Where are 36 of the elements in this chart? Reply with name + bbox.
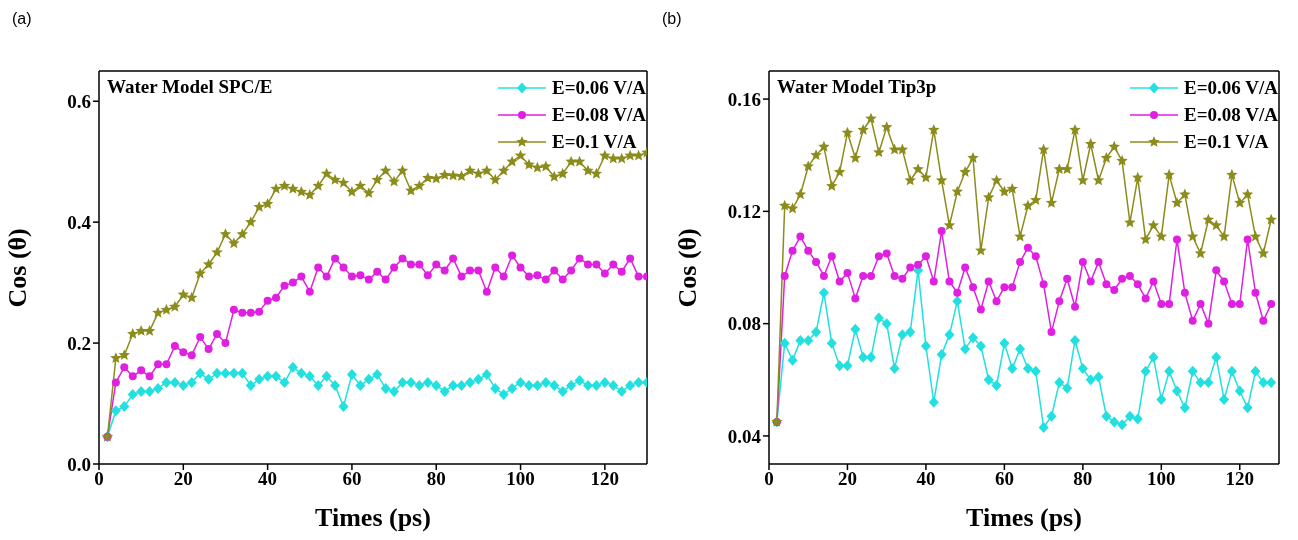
x-tick-label: 120 (590, 468, 620, 490)
y-axis-title: Cos (θ) (3, 228, 33, 308)
y-axis-title: Cos (θ) (673, 228, 703, 308)
legend-label: E=0.1 V/A (552, 130, 637, 153)
legend-label: E=0.08 V/A (1184, 103, 1278, 126)
x-tick-label: 120 (1225, 468, 1255, 490)
chart-title: Water Model SPC/E (107, 76, 273, 98)
y-tick-label: 0.16 (727, 88, 761, 110)
text: (b) (662, 10, 682, 28)
y-tick-label: 0.04 (727, 425, 762, 447)
x-tick-label: 80 (1073, 468, 1093, 490)
y-tick-label: 0.0 (67, 453, 91, 475)
x-axis-title: Times (ps) (315, 503, 431, 532)
y-tick-label: 0.6 (67, 90, 91, 112)
y-tick-label: 0.4 (67, 211, 92, 233)
x-tick-label: 100 (1147, 468, 1176, 490)
x-tick-label: 40 (258, 468, 278, 490)
legend-label: E=0.06 V/A (552, 76, 646, 99)
legend-label: E=0.08 V/A (552, 103, 646, 126)
y-tick-label: 0.08 (727, 313, 761, 335)
x-tick-label: 0 (764, 468, 774, 490)
x-tick-label: 60 (994, 468, 1014, 490)
x-tick-label: 100 (506, 468, 535, 490)
x-tick-label: 60 (342, 468, 362, 490)
x-tick-label: 0 (94, 468, 104, 490)
x-tick-label: 40 (916, 468, 936, 490)
text: (a) (12, 10, 32, 28)
x-tick-label: 80 (426, 468, 446, 490)
chart-title: Water Model Tip3p (777, 76, 937, 98)
y-tick-label: 0.12 (727, 201, 761, 223)
x-tick-label: 20 (837, 468, 857, 490)
x-axis-title: Times (ps) (966, 503, 1082, 532)
legend-label: E=0.1 V/A (1184, 130, 1269, 153)
legend-label: E=0.06 V/A (1184, 76, 1278, 99)
x-tick-label: 20 (173, 468, 193, 490)
y-tick-label: 0.2 (67, 332, 91, 354)
